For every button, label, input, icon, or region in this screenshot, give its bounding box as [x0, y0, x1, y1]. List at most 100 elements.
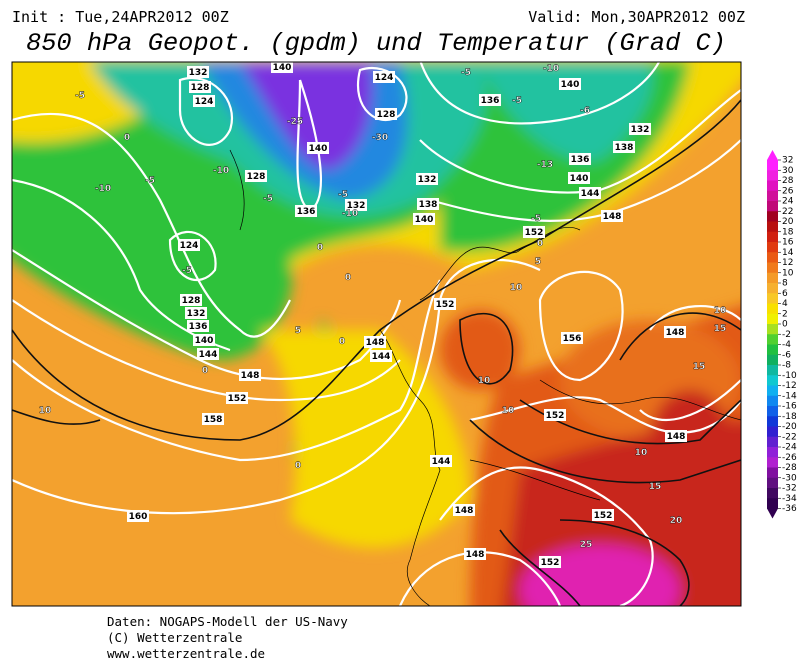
- colorbar-label: 26: [782, 186, 794, 196]
- contour-label-box: [178, 239, 200, 251]
- colorbar-swatch: [767, 180, 778, 192]
- colorbar-label: -4: [782, 340, 791, 350]
- contour-label: 15: [693, 362, 706, 372]
- colorbar-label: -2: [782, 330, 791, 340]
- contour-label-box: [185, 307, 207, 319]
- contour-label-box: [197, 348, 219, 360]
- colorbar-end: [767, 150, 778, 160]
- colorbar-label: -24: [782, 443, 797, 453]
- contour-label: 138: [419, 200, 438, 210]
- contour-label: -5: [145, 176, 155, 186]
- contour-label: -10: [95, 184, 111, 194]
- contour-label: -6: [580, 106, 590, 116]
- colorbar-label: 32: [782, 156, 793, 166]
- colorbar-label: -18: [782, 412, 797, 422]
- contour-label: 152: [228, 394, 247, 404]
- contour-label-box: [413, 213, 435, 225]
- colorbar-label: 22: [782, 207, 793, 217]
- contour-label: 10: [510, 283, 523, 293]
- colorbar-swatch: [767, 416, 778, 427]
- contour-label: 148: [455, 506, 474, 516]
- colorbar-swatch: [767, 395, 778, 407]
- colorbar-swatch: [767, 272, 778, 284]
- contour-label: 132: [187, 309, 206, 319]
- contour-label: 144: [432, 457, 451, 467]
- contour-label: 160: [129, 512, 148, 522]
- contour-label-box: [180, 294, 202, 306]
- colorbar-label: 30: [782, 166, 794, 176]
- footer-line: Daten: NOGAPS-Modell der US-Navy: [107, 614, 348, 629]
- colorbar-label: 10: [782, 268, 794, 278]
- contour-label: 148: [603, 212, 622, 222]
- contour-label: 0: [202, 366, 208, 376]
- colorbar-label: 20: [782, 217, 794, 227]
- colorbar-label: -14: [782, 391, 797, 401]
- contour-label: 144: [581, 189, 600, 199]
- map-title: 850 hPa Geopot. (gpdm) und Temperatur (G…: [26, 29, 726, 58]
- contour-label-box: [375, 108, 397, 120]
- colorbar-swatch: [767, 160, 778, 171]
- coastlines: [229, 149, 741, 606]
- contour-label: 140: [570, 174, 589, 184]
- contour-label-box: [307, 142, 329, 154]
- contour-label-box: [613, 141, 635, 153]
- contour-label: 140: [273, 63, 292, 73]
- contour-label: 136: [297, 207, 316, 217]
- colorbar-label: 14: [782, 248, 794, 258]
- contour-label: 128: [182, 296, 201, 306]
- contour-label: 15: [649, 482, 662, 492]
- contour-label-box: [579, 187, 601, 199]
- colorbar-label: -32: [782, 484, 797, 494]
- colorbar-swatch: [767, 477, 778, 489]
- colorbar-label: 12: [782, 258, 793, 268]
- contour-label: -25: [287, 117, 303, 127]
- contour-label-box: [664, 326, 686, 338]
- colorbar-swatch: [767, 313, 778, 325]
- contour-label: 140: [415, 215, 434, 225]
- contour-label: 25: [580, 540, 593, 550]
- contour-label: 156: [563, 334, 582, 344]
- footer-line: (C) Wetterzentrale: [107, 630, 242, 645]
- contour-label: -10: [543, 64, 559, 74]
- colorbar-swatch: [767, 201, 778, 212]
- contour-label: 140: [309, 144, 328, 154]
- colorbar-swatch: [767, 488, 778, 499]
- contour-label-box: [453, 504, 475, 516]
- contour-label: 0: [339, 337, 345, 347]
- contour-label: 148: [666, 328, 685, 338]
- contour-label-box: [523, 226, 545, 238]
- contour-label: 136: [189, 322, 208, 332]
- contour-label: 140: [561, 80, 580, 90]
- colorbar-label: -10: [782, 371, 797, 381]
- colorbar-label: -16: [782, 402, 797, 412]
- contour-label: -5: [461, 68, 471, 78]
- colorbar-label: 0: [782, 320, 788, 330]
- contour-label-box: [373, 71, 395, 83]
- contour-label-box: [479, 94, 501, 106]
- colorbar-swatch: [767, 498, 778, 509]
- colorbar-swatch: [767, 221, 778, 233]
- colorbar-swatch: [767, 375, 778, 386]
- contour-label-box: [295, 205, 317, 217]
- contour-label: 132: [189, 68, 208, 78]
- colorbar-label: -28: [782, 463, 797, 473]
- contour-label: 152: [525, 228, 544, 238]
- colorbar: 32302826242220181614121086420-2-4-6-8-10…: [767, 150, 797, 519]
- colorbar-swatch: [767, 262, 778, 274]
- contour-label: 152: [594, 511, 613, 521]
- contour-label-box: [544, 409, 566, 421]
- contour-label-box: [629, 123, 651, 135]
- contour-label-box: [434, 298, 456, 310]
- contour-label: 0: [317, 243, 323, 253]
- contour-label: 5: [295, 326, 301, 336]
- contour-label: 152: [541, 558, 560, 568]
- contour-label-box: [364, 336, 386, 348]
- contour-label: 0: [295, 461, 301, 471]
- colorbar-swatch: [767, 324, 778, 335]
- colorbar-label: -36: [782, 504, 797, 514]
- contour-label-box: [271, 62, 293, 73]
- contour-label-box: [189, 81, 211, 93]
- colorbar-label: 18: [782, 227, 794, 237]
